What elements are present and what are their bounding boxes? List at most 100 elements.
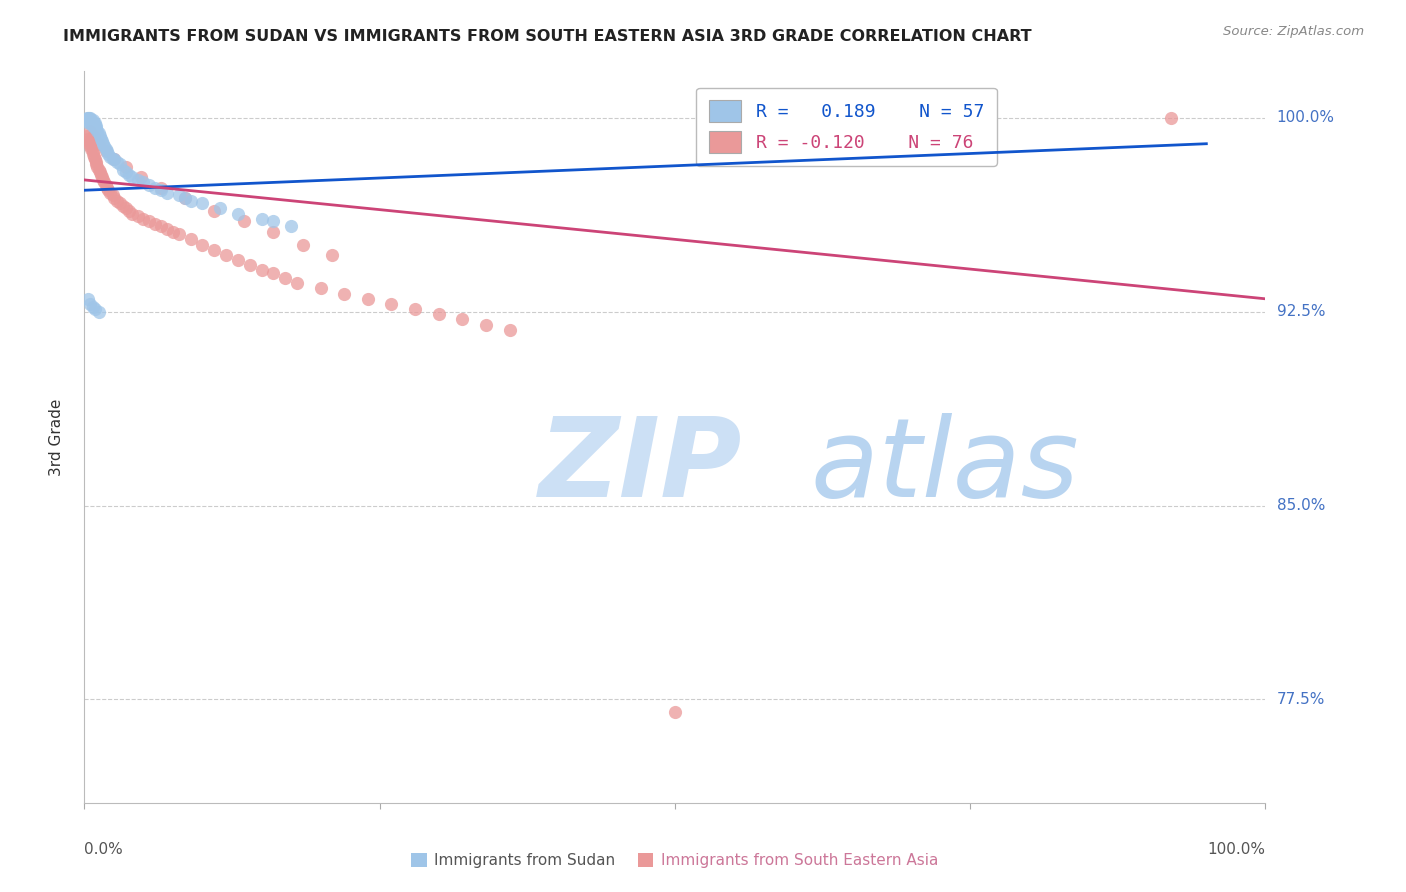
Point: [79, 116, 101, 130]
Point: [91, 173, 114, 187]
Point: [202, 203, 225, 218]
Point: [82, 147, 104, 161]
Point: [103, 153, 125, 167]
Point: [79, 111, 101, 125]
Point: [77, 292, 100, 306]
Point: [76, 111, 98, 125]
Point: [118, 203, 141, 218]
Point: [87, 304, 110, 318]
Point: [84, 121, 107, 136]
Point: [262, 266, 284, 280]
Point: [226, 253, 249, 268]
Point: [280, 219, 302, 234]
Point: [475, 318, 498, 332]
Point: [83, 119, 105, 133]
Point: [138, 178, 160, 192]
Point: [97, 183, 120, 197]
Point: [83, 128, 105, 143]
Point: [150, 219, 173, 234]
Text: 0.0%: 0.0%: [84, 842, 124, 856]
Point: [226, 206, 249, 220]
Point: [321, 248, 343, 262]
Point: [150, 180, 173, 194]
Point: [79, 139, 101, 153]
Point: [87, 127, 110, 141]
Text: Source: ZipAtlas.com: Source: ZipAtlas.com: [1223, 25, 1364, 38]
Point: [121, 170, 143, 185]
Point: [79, 136, 101, 151]
Text: 92.5%: 92.5%: [1277, 304, 1324, 319]
Point: [498, 323, 520, 337]
Point: [357, 292, 380, 306]
Point: [108, 157, 131, 171]
Point: [84, 154, 107, 169]
Point: [84, 153, 107, 167]
Point: [262, 214, 284, 228]
Point: [82, 145, 104, 159]
Point: [127, 209, 149, 223]
Point: [98, 186, 121, 200]
Point: [90, 131, 112, 145]
Point: [167, 227, 190, 242]
Point: [80, 116, 103, 130]
Y-axis label: 3rd Grade: 3rd Grade: [49, 399, 63, 475]
Point: [87, 162, 110, 177]
Point: [84, 121, 107, 136]
Point: [167, 188, 190, 202]
Point: [143, 180, 166, 194]
Point: [86, 160, 108, 174]
Point: [84, 302, 107, 317]
Point: [427, 307, 450, 321]
Point: [121, 206, 143, 220]
Point: [173, 191, 195, 205]
Point: [114, 165, 136, 179]
Point: [89, 128, 111, 143]
Point: [83, 116, 105, 130]
Point: [333, 286, 356, 301]
Point: [91, 136, 114, 151]
Point: [96, 145, 118, 159]
Point: [77, 111, 100, 125]
Point: [138, 214, 160, 228]
Point: [77, 116, 100, 130]
Point: [97, 147, 120, 161]
Point: [91, 134, 114, 148]
Point: [191, 196, 214, 211]
Point: [209, 202, 232, 216]
Text: ZIP: ZIP: [538, 413, 742, 520]
Point: [1160, 111, 1182, 125]
Point: [309, 281, 332, 295]
Point: [90, 168, 112, 182]
Point: [82, 300, 104, 314]
Point: [101, 153, 124, 167]
Point: [451, 312, 474, 326]
Point: [96, 180, 118, 194]
Text: atlas: atlas: [811, 413, 1080, 520]
Point: [132, 176, 155, 190]
Point: [103, 153, 125, 167]
Point: [108, 196, 131, 211]
Point: [80, 142, 103, 156]
Point: [107, 154, 129, 169]
Point: [93, 176, 115, 190]
Text: IMMIGRANTS FROM SUDAN VS IMMIGRANTS FROM SOUTH EASTERN ASIA 3RD GRADE CORRELATIO: IMMIGRANTS FROM SUDAN VS IMMIGRANTS FROM…: [63, 29, 1032, 44]
Point: [262, 225, 284, 239]
Point: [404, 302, 426, 317]
Point: [129, 170, 152, 185]
Point: [380, 297, 402, 311]
Point: [84, 119, 107, 133]
Point: [79, 113, 101, 128]
Point: [250, 211, 273, 226]
Point: [77, 111, 100, 125]
Point: [94, 178, 117, 192]
Point: [112, 199, 135, 213]
Point: [79, 124, 101, 138]
Point: [250, 263, 273, 277]
Point: [274, 271, 297, 285]
Point: [84, 116, 107, 130]
Point: [112, 162, 135, 177]
Text: 100.0%: 100.0%: [1208, 842, 1265, 856]
Point: [94, 145, 117, 159]
Point: [77, 131, 100, 145]
Point: [202, 243, 225, 257]
